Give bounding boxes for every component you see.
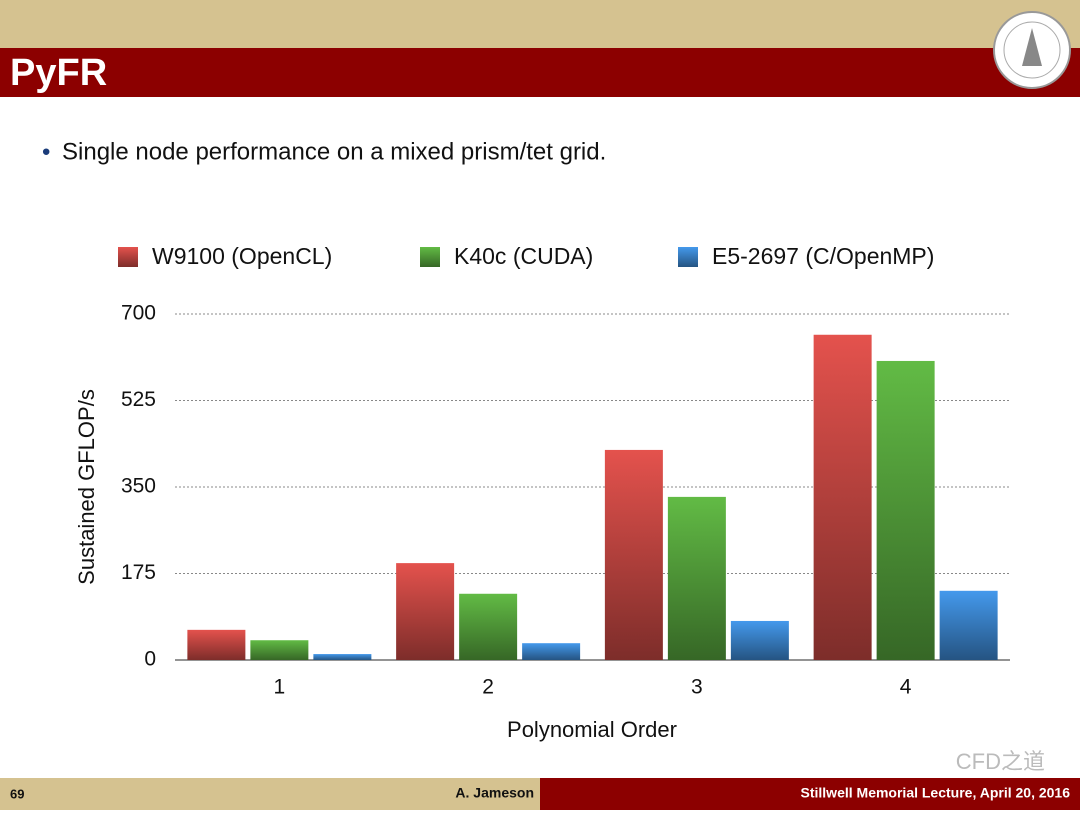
bar bbox=[667, 496, 726, 660]
bar bbox=[250, 640, 309, 660]
slide-title: PyFR bbox=[10, 52, 107, 94]
bar bbox=[730, 620, 789, 660]
y-tick-label: 350 bbox=[121, 475, 156, 498]
title-band bbox=[0, 48, 1080, 97]
bar bbox=[604, 449, 663, 660]
y-tick-label: 525 bbox=[121, 388, 156, 411]
author: A. Jameson bbox=[455, 785, 534, 801]
bar bbox=[459, 593, 518, 660]
bullet-mark: • bbox=[42, 138, 50, 165]
y-tick-label: 0 bbox=[144, 648, 156, 671]
bar bbox=[187, 629, 246, 660]
legend-swatch bbox=[420, 247, 440, 267]
y-tick-label: 700 bbox=[121, 302, 156, 325]
event: Stillwell Memorial Lecture, April 20, 20… bbox=[801, 785, 1071, 801]
watermark: CFD之道 bbox=[956, 749, 1045, 774]
footer-right bbox=[540, 778, 1080, 810]
legend-swatch bbox=[678, 247, 698, 267]
x-tick-label: 3 bbox=[691, 676, 703, 699]
bar bbox=[522, 643, 581, 660]
legend-swatch bbox=[118, 247, 138, 267]
y-axis-title: Sustained GFLOP/s bbox=[74, 389, 99, 585]
legend-label: E5-2697 (C/OpenMP) bbox=[712, 243, 934, 269]
bar bbox=[876, 360, 935, 660]
x-axis-title: Polynomial Order bbox=[507, 717, 677, 742]
top-band bbox=[0, 0, 1080, 48]
page-number: 69 bbox=[10, 786, 24, 801]
y-tick-label: 175 bbox=[121, 561, 156, 584]
bar bbox=[396, 563, 455, 660]
bar bbox=[939, 590, 998, 660]
footer-left bbox=[0, 778, 540, 810]
x-tick-label: 2 bbox=[482, 676, 494, 699]
seal bbox=[993, 11, 1071, 89]
x-tick-label: 4 bbox=[900, 676, 912, 699]
x-tick-label: 1 bbox=[274, 676, 286, 699]
legend-label: K40c (CUDA) bbox=[454, 243, 593, 269]
bar bbox=[313, 654, 372, 660]
bar bbox=[813, 334, 872, 660]
legend-label: W9100 (OpenCL) bbox=[152, 243, 332, 269]
bullet-text: Single node performance on a mixed prism… bbox=[62, 138, 606, 165]
